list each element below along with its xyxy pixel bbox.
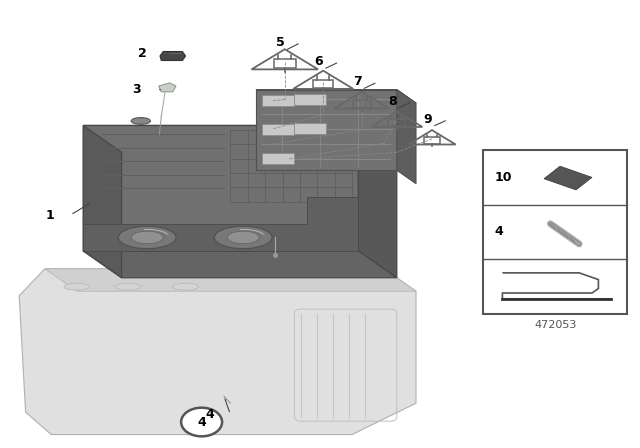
Polygon shape bbox=[358, 125, 397, 278]
Polygon shape bbox=[83, 251, 397, 278]
Polygon shape bbox=[256, 90, 397, 170]
Text: 10: 10 bbox=[495, 171, 512, 184]
Polygon shape bbox=[83, 125, 122, 278]
Ellipse shape bbox=[131, 231, 163, 244]
Polygon shape bbox=[19, 269, 416, 435]
Polygon shape bbox=[159, 83, 176, 92]
Polygon shape bbox=[45, 269, 416, 291]
Text: 9: 9 bbox=[424, 113, 432, 126]
Polygon shape bbox=[83, 125, 358, 251]
Text: 7: 7 bbox=[353, 75, 362, 89]
Ellipse shape bbox=[173, 284, 198, 290]
Ellipse shape bbox=[227, 231, 259, 244]
Ellipse shape bbox=[64, 284, 90, 290]
Text: 4: 4 bbox=[197, 415, 206, 429]
Polygon shape bbox=[397, 90, 416, 184]
Ellipse shape bbox=[131, 118, 150, 125]
Text: 4: 4 bbox=[495, 225, 504, 238]
Polygon shape bbox=[160, 52, 186, 60]
Ellipse shape bbox=[115, 284, 141, 290]
Bar bbox=[262, 124, 294, 135]
Bar bbox=[262, 95, 294, 106]
Text: 8: 8 bbox=[388, 95, 397, 108]
Bar bbox=[262, 153, 294, 164]
Text: 3: 3 bbox=[132, 83, 141, 96]
Text: 2: 2 bbox=[138, 47, 147, 60]
Text: 6: 6 bbox=[315, 55, 323, 69]
Text: 472053: 472053 bbox=[534, 320, 577, 330]
Bar bbox=[294, 123, 326, 134]
Ellipse shape bbox=[214, 226, 272, 249]
Polygon shape bbox=[256, 90, 416, 103]
FancyBboxPatch shape bbox=[483, 150, 627, 314]
Text: 5: 5 bbox=[276, 36, 285, 49]
Circle shape bbox=[181, 408, 222, 436]
Text: 1: 1 bbox=[45, 208, 54, 222]
Polygon shape bbox=[83, 197, 358, 251]
Text: 4: 4 bbox=[205, 408, 214, 421]
Ellipse shape bbox=[118, 226, 176, 249]
Polygon shape bbox=[544, 166, 592, 190]
Polygon shape bbox=[83, 125, 397, 152]
Bar bbox=[294, 94, 326, 105]
